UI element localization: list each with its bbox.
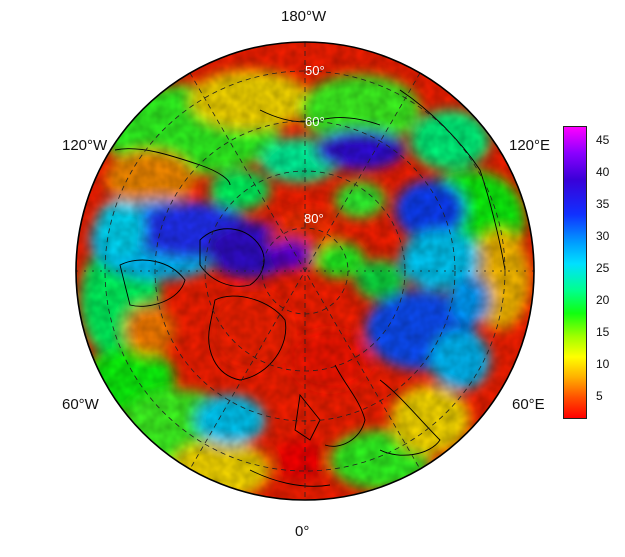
- colorbar-tick: 5: [596, 389, 603, 403]
- colorbar-tick: 35: [596, 197, 610, 211]
- lon-label-60e: 60°E: [512, 396, 545, 413]
- lat-label-50: 50°: [305, 63, 325, 78]
- lat-label-80: 80°: [304, 211, 324, 226]
- lon-label-120e: 120°E: [509, 137, 551, 154]
- map-boundary: [75, 41, 535, 501]
- colorbar-tick: 25: [596, 261, 610, 275]
- colorbar: [563, 126, 587, 419]
- colorbar-tick: 15: [596, 325, 610, 339]
- coastlines: [114, 89, 506, 487]
- graticule: [76, 42, 534, 500]
- colorbar-tick: 40: [596, 165, 610, 179]
- lon-label-0: 0°: [295, 523, 310, 540]
- lon-label-180w: 180°W: [281, 8, 327, 25]
- colorbar-tick: 30: [596, 229, 610, 243]
- colorbar-tick: 45: [596, 133, 610, 147]
- lon-label-60w: 60°W: [62, 396, 99, 413]
- lat-label-60: 60°: [305, 114, 325, 129]
- colorbar-tick: 20: [596, 293, 610, 307]
- lon-label-120w: 120°W: [62, 137, 108, 154]
- colorbar-tick: 10: [596, 357, 610, 371]
